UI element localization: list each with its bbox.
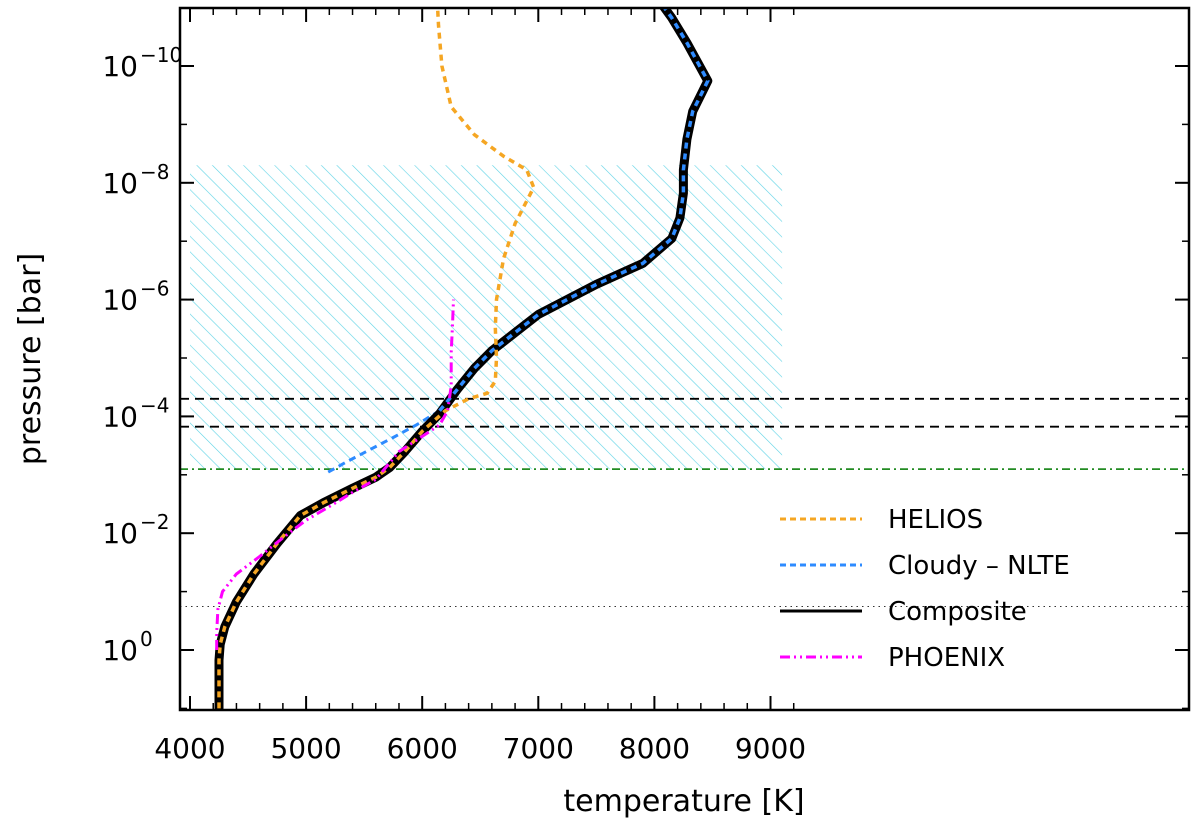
x-tick-label: 5000 (270, 732, 341, 765)
y-tick-exponent: −10 (140, 43, 182, 67)
y-axis-title: pressure [bar] (13, 253, 48, 465)
series-line-phoenix (215, 299, 455, 650)
x-tick-label: 9000 (735, 732, 806, 765)
series-line-helios (217, 8, 536, 709)
legend-label-cloudy-nlte: Cloudy – NLTE (888, 551, 1070, 581)
legend-label-phoenix: PHOENIX (888, 643, 1005, 673)
y-tick-label: 10 (102, 50, 138, 83)
y-tick-label: 10 (102, 517, 138, 550)
hatched-region (190, 165, 783, 470)
x-tick-label: 6000 (387, 732, 458, 765)
y-tick-exponent: −4 (140, 393, 169, 417)
y-tick-label: 10 (102, 284, 138, 317)
series-line-cloudy-nlte (438, 8, 710, 412)
x-tick-label: 8000 (619, 732, 690, 765)
x-axis-title: temperature [K] (563, 784, 804, 819)
y-tick-exponent: −6 (140, 277, 169, 301)
legend-label-helios: HELIOS (888, 505, 983, 535)
y-tick-label: 10 (102, 167, 138, 200)
plot-frame (178, 6, 1191, 712)
y-tick-exponent: 0 (140, 627, 153, 651)
y-tick-label: 10 (102, 634, 138, 667)
x-tick-label: 7000 (503, 732, 574, 765)
y-tick-label: 10 (102, 400, 138, 433)
legend-label-composite: Composite (888, 597, 1027, 627)
y-tick-exponent: −8 (140, 160, 169, 184)
x-tick-label: 4000 (154, 732, 225, 765)
y-tick-exponent: −2 (140, 510, 169, 534)
